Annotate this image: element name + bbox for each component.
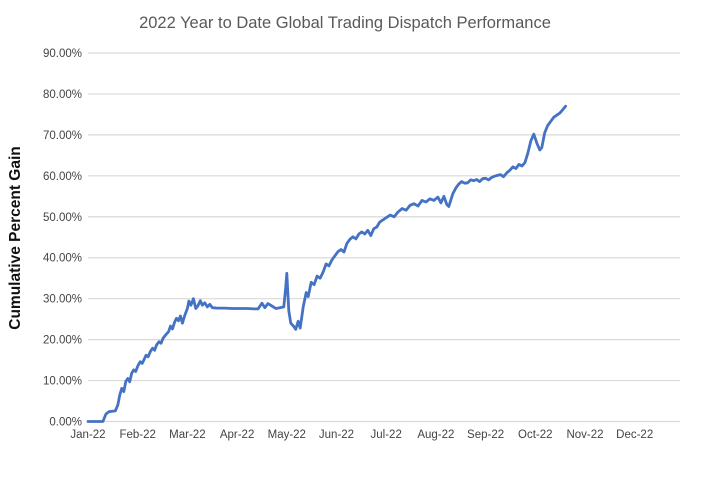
y-tick-label: 30.00% — [43, 294, 82, 306]
x-tick-label: Sep-22 — [467, 429, 504, 441]
x-tick-label: May-22 — [268, 429, 306, 441]
x-tick-label: Jan-22 — [70, 429, 105, 441]
y-tick-label: 0.00% — [49, 417, 82, 429]
data-series-group — [86, 104, 567, 423]
y-tick-label: 40.00% — [43, 253, 82, 265]
y-tick-label: 50.00% — [43, 212, 82, 224]
y-tick-label: 20.00% — [43, 335, 82, 347]
y-tick-label: 90.00% — [43, 48, 82, 60]
x-tick-label: Jun-22 — [319, 429, 354, 441]
y-axis-title: Cumulative Percent Gain — [7, 146, 24, 329]
x-tick-label: Mar-22 — [169, 429, 205, 441]
x-tick-label: Feb-22 — [119, 429, 155, 441]
x-tick-labels-group: Jan-22 Feb-22 Mar-22 Apr-22 May-22 Jun-22 Jul-… — [70, 429, 653, 441]
x-tick-label: Nov-22 — [566, 429, 603, 441]
chart-title: 2022 Year to Date Global Trading Dispatc… — [139, 14, 551, 32]
x-tick-label: Oct-22 — [518, 429, 553, 441]
gridlines-group — [88, 52, 680, 423]
x-tick-label: Dec-22 — [616, 429, 653, 441]
x-tick-label: Aug-22 — [417, 429, 454, 441]
x-tick-label: Apr-22 — [220, 429, 255, 441]
y-tick-label: 10.00% — [43, 376, 82, 388]
y-tick-label: 60.00% — [43, 171, 82, 183]
y-tick-label: 70.00% — [43, 130, 82, 142]
y-tick-label: 80.00% — [43, 89, 82, 101]
y-tick-labels-group: 0.00% 10.00% 20.00% 30.00% 40.00% 50.00% 60.00… — [43, 48, 82, 429]
performance-line — [86, 104, 567, 423]
x-tick-label: Jul-22 — [371, 429, 402, 441]
